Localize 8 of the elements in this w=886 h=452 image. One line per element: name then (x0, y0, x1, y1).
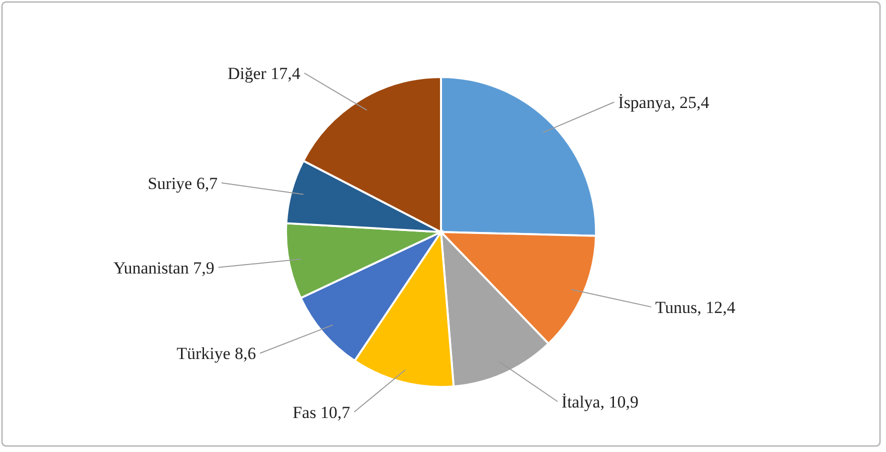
slice-label: Türkiye 8,6 (176, 344, 256, 364)
slice-label: Suriye 6,7 (148, 174, 218, 193)
slice-label: Fas 10,7 (292, 402, 351, 422)
slice-label: İtalya, 10,9 (562, 392, 638, 412)
slice-label: Tunus, 12,4 (655, 298, 736, 317)
slice-label: Diğer 17,4 (228, 64, 301, 84)
slice-label: İspanya, 25,4 (618, 93, 710, 112)
slice-label: Yunanistan 7,9 (113, 258, 214, 278)
